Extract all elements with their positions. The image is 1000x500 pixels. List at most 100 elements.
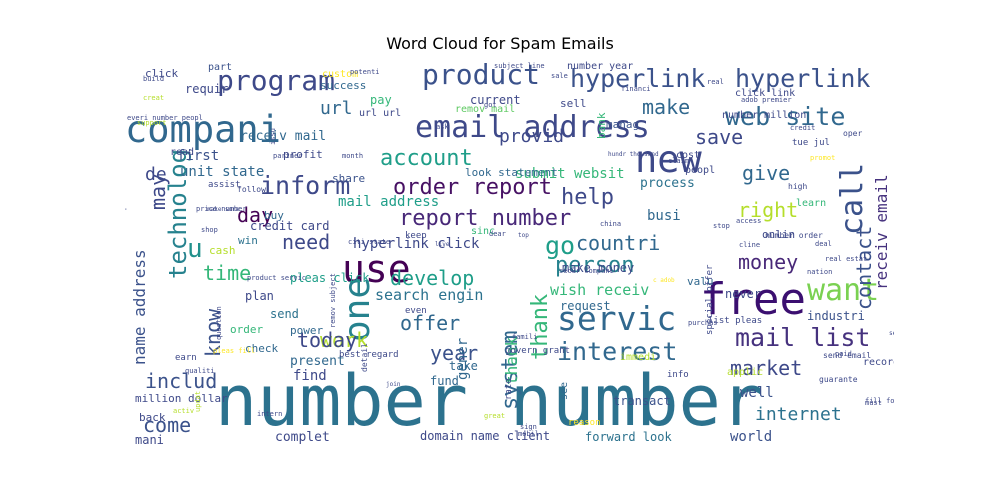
word-first: first <box>177 148 219 164</box>
word-detail: detail <box>360 343 369 372</box>
word-click: click <box>145 67 178 80</box>
word-guarante: guarante <box>819 375 858 384</box>
word-hyperlink-click: hyperlink click <box>353 236 480 252</box>
word-use: use <box>342 247 411 291</box>
word-valu: valu <box>687 275 714 288</box>
word-shop: shop <box>201 226 218 234</box>
word-servic: servic <box>557 299 676 338</box>
word-receiv-mail: receiv mail <box>240 129 326 144</box>
word-custom: custom <box>322 69 358 80</box>
word-de: de <box>145 164 167 185</box>
word-sign: sign <box>520 423 537 431</box>
word-creat: creat <box>143 94 164 102</box>
word-wish-receiv: wish receiv <box>550 281 649 299</box>
word-present: present <box>290 354 345 369</box>
word-dear: dear <box>489 230 506 238</box>
word-live: live <box>435 241 450 248</box>
word-fill-form: fill form <box>865 397 894 405</box>
word-gener: gener <box>455 338 471 380</box>
word-credit-card: credit card <box>250 219 329 233</box>
word-mail-address: mail address <box>338 194 439 210</box>
word-search-engin: search engin <box>375 286 483 304</box>
word-best-regard: best regard <box>339 350 399 360</box>
word-call: call <box>835 163 870 235</box>
word-back: back <box>139 411 166 424</box>
word-onlin: onlin <box>762 228 795 241</box>
word-domain-name-client: domain name client <box>420 429 550 443</box>
word-report-number: report number <box>399 206 571 231</box>
word-money: money <box>738 250 798 274</box>
word-day: day <box>237 203 273 227</box>
word-purchas: purchas <box>688 319 718 327</box>
word-mani: mani <box>135 433 164 445</box>
word-make-sure: make sure <box>207 206 240 213</box>
word-today: today <box>297 328 357 352</box>
word-even: even <box>405 306 427 316</box>
word-issu: issu <box>269 128 277 145</box>
word-send: send <box>270 307 299 321</box>
word-build: build <box>143 75 164 83</box>
word-number-million: number million <box>722 110 806 121</box>
word-request: request <box>560 299 611 313</box>
word-interest: interest <box>557 337 677 366</box>
word-partner: partner <box>273 152 303 160</box>
word-world: world <box>730 429 772 445</box>
word-free: free <box>700 274 806 325</box>
word-product-servic: product servic <box>247 274 306 282</box>
word-updat: updat <box>194 391 202 412</box>
word-win: win <box>238 234 258 247</box>
word-well: well <box>740 385 774 401</box>
word-unit-state: unit state <box>180 164 264 180</box>
word-keep: keep <box>405 231 427 241</box>
word-hyperlink: hyperlink <box>735 64 870 93</box>
word-name-address: name address <box>130 249 149 365</box>
word-save: save <box>695 125 743 149</box>
word-subject-line: subject line <box>494 62 545 70</box>
word-great: great <box>484 412 505 420</box>
word-hyperlink: hyperlink <box>570 64 705 93</box>
word-know: know <box>201 308 225 357</box>
word-check: check <box>245 342 278 355</box>
word-earn: earn <box>175 353 197 363</box>
word-requir: requir <box>185 82 228 96</box>
word-make: make <box>642 95 690 119</box>
word-nation: nation <box>807 268 832 276</box>
word-million-dollar: million dollar <box>135 392 228 405</box>
word-paid: paid <box>835 350 852 358</box>
word-inform: inform <box>260 171 350 200</box>
word-immedi: immedi <box>620 352 656 363</box>
word-mobil: mobil <box>518 430 539 438</box>
word-pleas-fill: pleas fill <box>213 347 255 355</box>
word-part: part <box>208 62 232 73</box>
word-process: process <box>640 176 695 191</box>
word-price-number: price number <box>196 205 247 213</box>
word-applic: applic <box>727 367 763 378</box>
word-come: come <box>143 413 191 437</box>
word-credit: credit <box>790 124 815 132</box>
chart-title: Word Cloud for Spam Emails <box>386 34 614 53</box>
word-question: question <box>215 306 223 340</box>
word-want: want <box>807 273 879 308</box>
word-info: info <box>667 370 689 380</box>
word-number-number: number number <box>215 360 763 442</box>
word-c-adob: c adob <box>653 277 675 284</box>
word-profit: profit <box>283 148 323 161</box>
word-receiv-email: receiv email <box>872 174 891 290</box>
word-includ: includ <box>145 369 217 393</box>
word-time: time <box>203 261 251 285</box>
word-mail-list: mail list <box>735 323 870 352</box>
word-internet: internet <box>755 404 842 425</box>
word-program: program <box>217 64 335 97</box>
word-fund: fund <box>430 374 459 388</box>
word-high: high <box>788 182 807 191</box>
word-order-report: order report <box>393 175 552 200</box>
word-market: market <box>730 356 802 380</box>
word-cost: cost <box>676 150 700 161</box>
word-offer: offer <box>400 311 460 335</box>
word-help: help <box>561 185 614 210</box>
word-take: take <box>449 359 478 373</box>
word-support: support <box>137 119 167 127</box>
word-cloud-svg: number number free use compani new one servic e… <box>125 60 894 445</box>
word-compani: compani <box>125 108 281 151</box>
word-give: give <box>742 161 790 185</box>
